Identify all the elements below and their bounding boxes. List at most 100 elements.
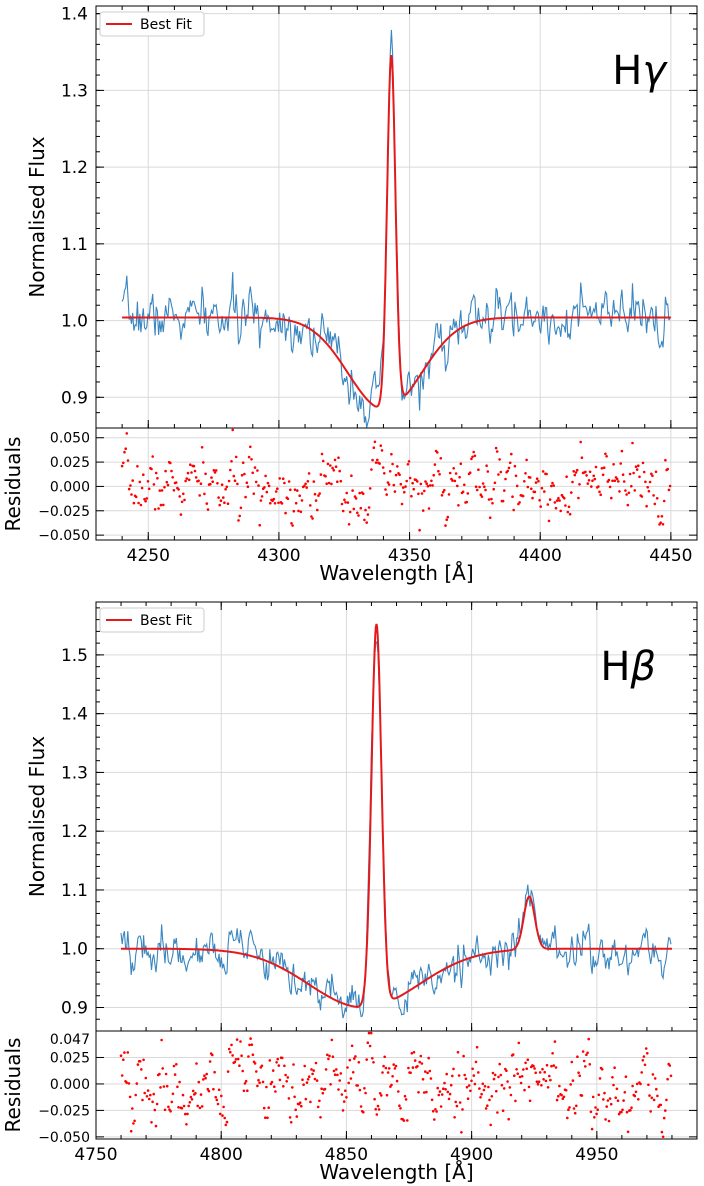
residual-point: [577, 1071, 580, 1074]
residual-point: [594, 465, 598, 469]
residual-y-tick-label: −0.050: [38, 528, 90, 544]
residual-point: [172, 1064, 176, 1068]
residual-point: [164, 1072, 168, 1076]
residual-point: [321, 1091, 325, 1095]
residual-point: [345, 1096, 348, 1099]
residual-point: [555, 1098, 559, 1102]
residual-point: [203, 492, 206, 496]
residual-point: [365, 1058, 369, 1061]
residual-point: [247, 1055, 250, 1058]
residual-point: [484, 1107, 488, 1110]
residual-point: [651, 1073, 655, 1076]
residual-point: [580, 456, 584, 460]
h-beta-panel: 0.9 1.0 1.1 1.2 1.3 1.4 1.5 4750 4800 4850 4900 495…: [1, 601, 698, 1184]
residual-point: [307, 472, 311, 475]
residual-point: [123, 450, 126, 454]
residual-point: [381, 466, 385, 469]
residual-point: [394, 473, 398, 477]
residual-point: [205, 502, 209, 505]
residual-point: [303, 1064, 307, 1068]
residual-point: [435, 1110, 438, 1113]
residual-point: [399, 482, 403, 486]
residual-point: [275, 1061, 278, 1064]
residual-point: [309, 1100, 312, 1104]
residual-point: [500, 1083, 504, 1087]
residual-point: [642, 1055, 646, 1058]
residual-point: [282, 1085, 285, 1088]
residual-point: [170, 469, 173, 473]
residual-point: [648, 480, 652, 484]
residual-point: [466, 1097, 470, 1100]
residual-point: [212, 469, 216, 472]
residual-point: [222, 496, 225, 499]
residual-point: [601, 473, 605, 477]
residual-point: [363, 518, 366, 522]
residual-point: [578, 1074, 581, 1077]
residual-point: [161, 1067, 164, 1070]
residual-point: [236, 482, 239, 486]
residual-point: [366, 513, 370, 516]
residual-point: [328, 1054, 331, 1058]
residual-point: [174, 481, 178, 484]
residual-point: [573, 1111, 577, 1115]
y-tick-label: 1.1: [61, 235, 88, 255]
residual-point: [612, 463, 615, 466]
residual-point: [313, 1077, 317, 1081]
residual-point: [277, 501, 280, 505]
residual-point: [585, 474, 588, 477]
residual-point: [316, 508, 319, 512]
residual-point: [420, 1062, 424, 1065]
residual-point: [305, 1081, 309, 1084]
residual-point: [573, 473, 577, 477]
residual-point: [291, 1086, 294, 1089]
residual-point: [419, 1054, 423, 1058]
residual-point: [231, 1054, 234, 1057]
residual-point: [648, 1094, 651, 1097]
residual-point: [637, 464, 640, 468]
line-label-base: H: [600, 644, 630, 690]
residual-point: [264, 1116, 267, 1119]
residual-point: [152, 483, 156, 486]
residual-point: [202, 1078, 205, 1081]
residual-point: [469, 1089, 472, 1093]
residual-point: [165, 1084, 169, 1088]
residual-point: [407, 1066, 410, 1070]
residual-point: [122, 461, 125, 465]
residual-point: [178, 495, 181, 498]
residual-point: [522, 1068, 525, 1071]
residual-point: [340, 502, 344, 506]
residual-point: [299, 510, 303, 514]
legend-box: [99, 607, 205, 633]
residual-point: [380, 449, 384, 452]
residual-point: [650, 472, 653, 476]
residual-point: [587, 479, 591, 482]
residual-point: [668, 1064, 672, 1067]
residual-point: [202, 461, 205, 464]
residual-point: [483, 485, 486, 489]
residual-point: [164, 469, 167, 473]
residual-point: [635, 468, 639, 471]
residual-point: [249, 445, 252, 449]
residual-point: [380, 1094, 383, 1097]
residual-point: [571, 1079, 575, 1082]
residual-point: [304, 1097, 308, 1101]
residual-point: [212, 1087, 215, 1091]
residual-point: [325, 482, 329, 486]
residual-point: [413, 1059, 417, 1062]
residual-point: [407, 460, 411, 463]
residual-point: [434, 1108, 437, 1111]
residual-point: [289, 1121, 293, 1124]
residual-point: [200, 446, 204, 449]
residual-point: [335, 1068, 338, 1071]
residual-point: [471, 455, 474, 459]
residual-point: [297, 509, 300, 513]
residual-point: [395, 1079, 399, 1083]
residual-point: [649, 1110, 652, 1113]
residual-point: [158, 489, 162, 492]
residual-point: [550, 484, 553, 488]
residual-point: [287, 480, 291, 483]
residual-point: [285, 1080, 289, 1083]
residual-point: [629, 1109, 632, 1112]
residual-point: [621, 1108, 624, 1112]
